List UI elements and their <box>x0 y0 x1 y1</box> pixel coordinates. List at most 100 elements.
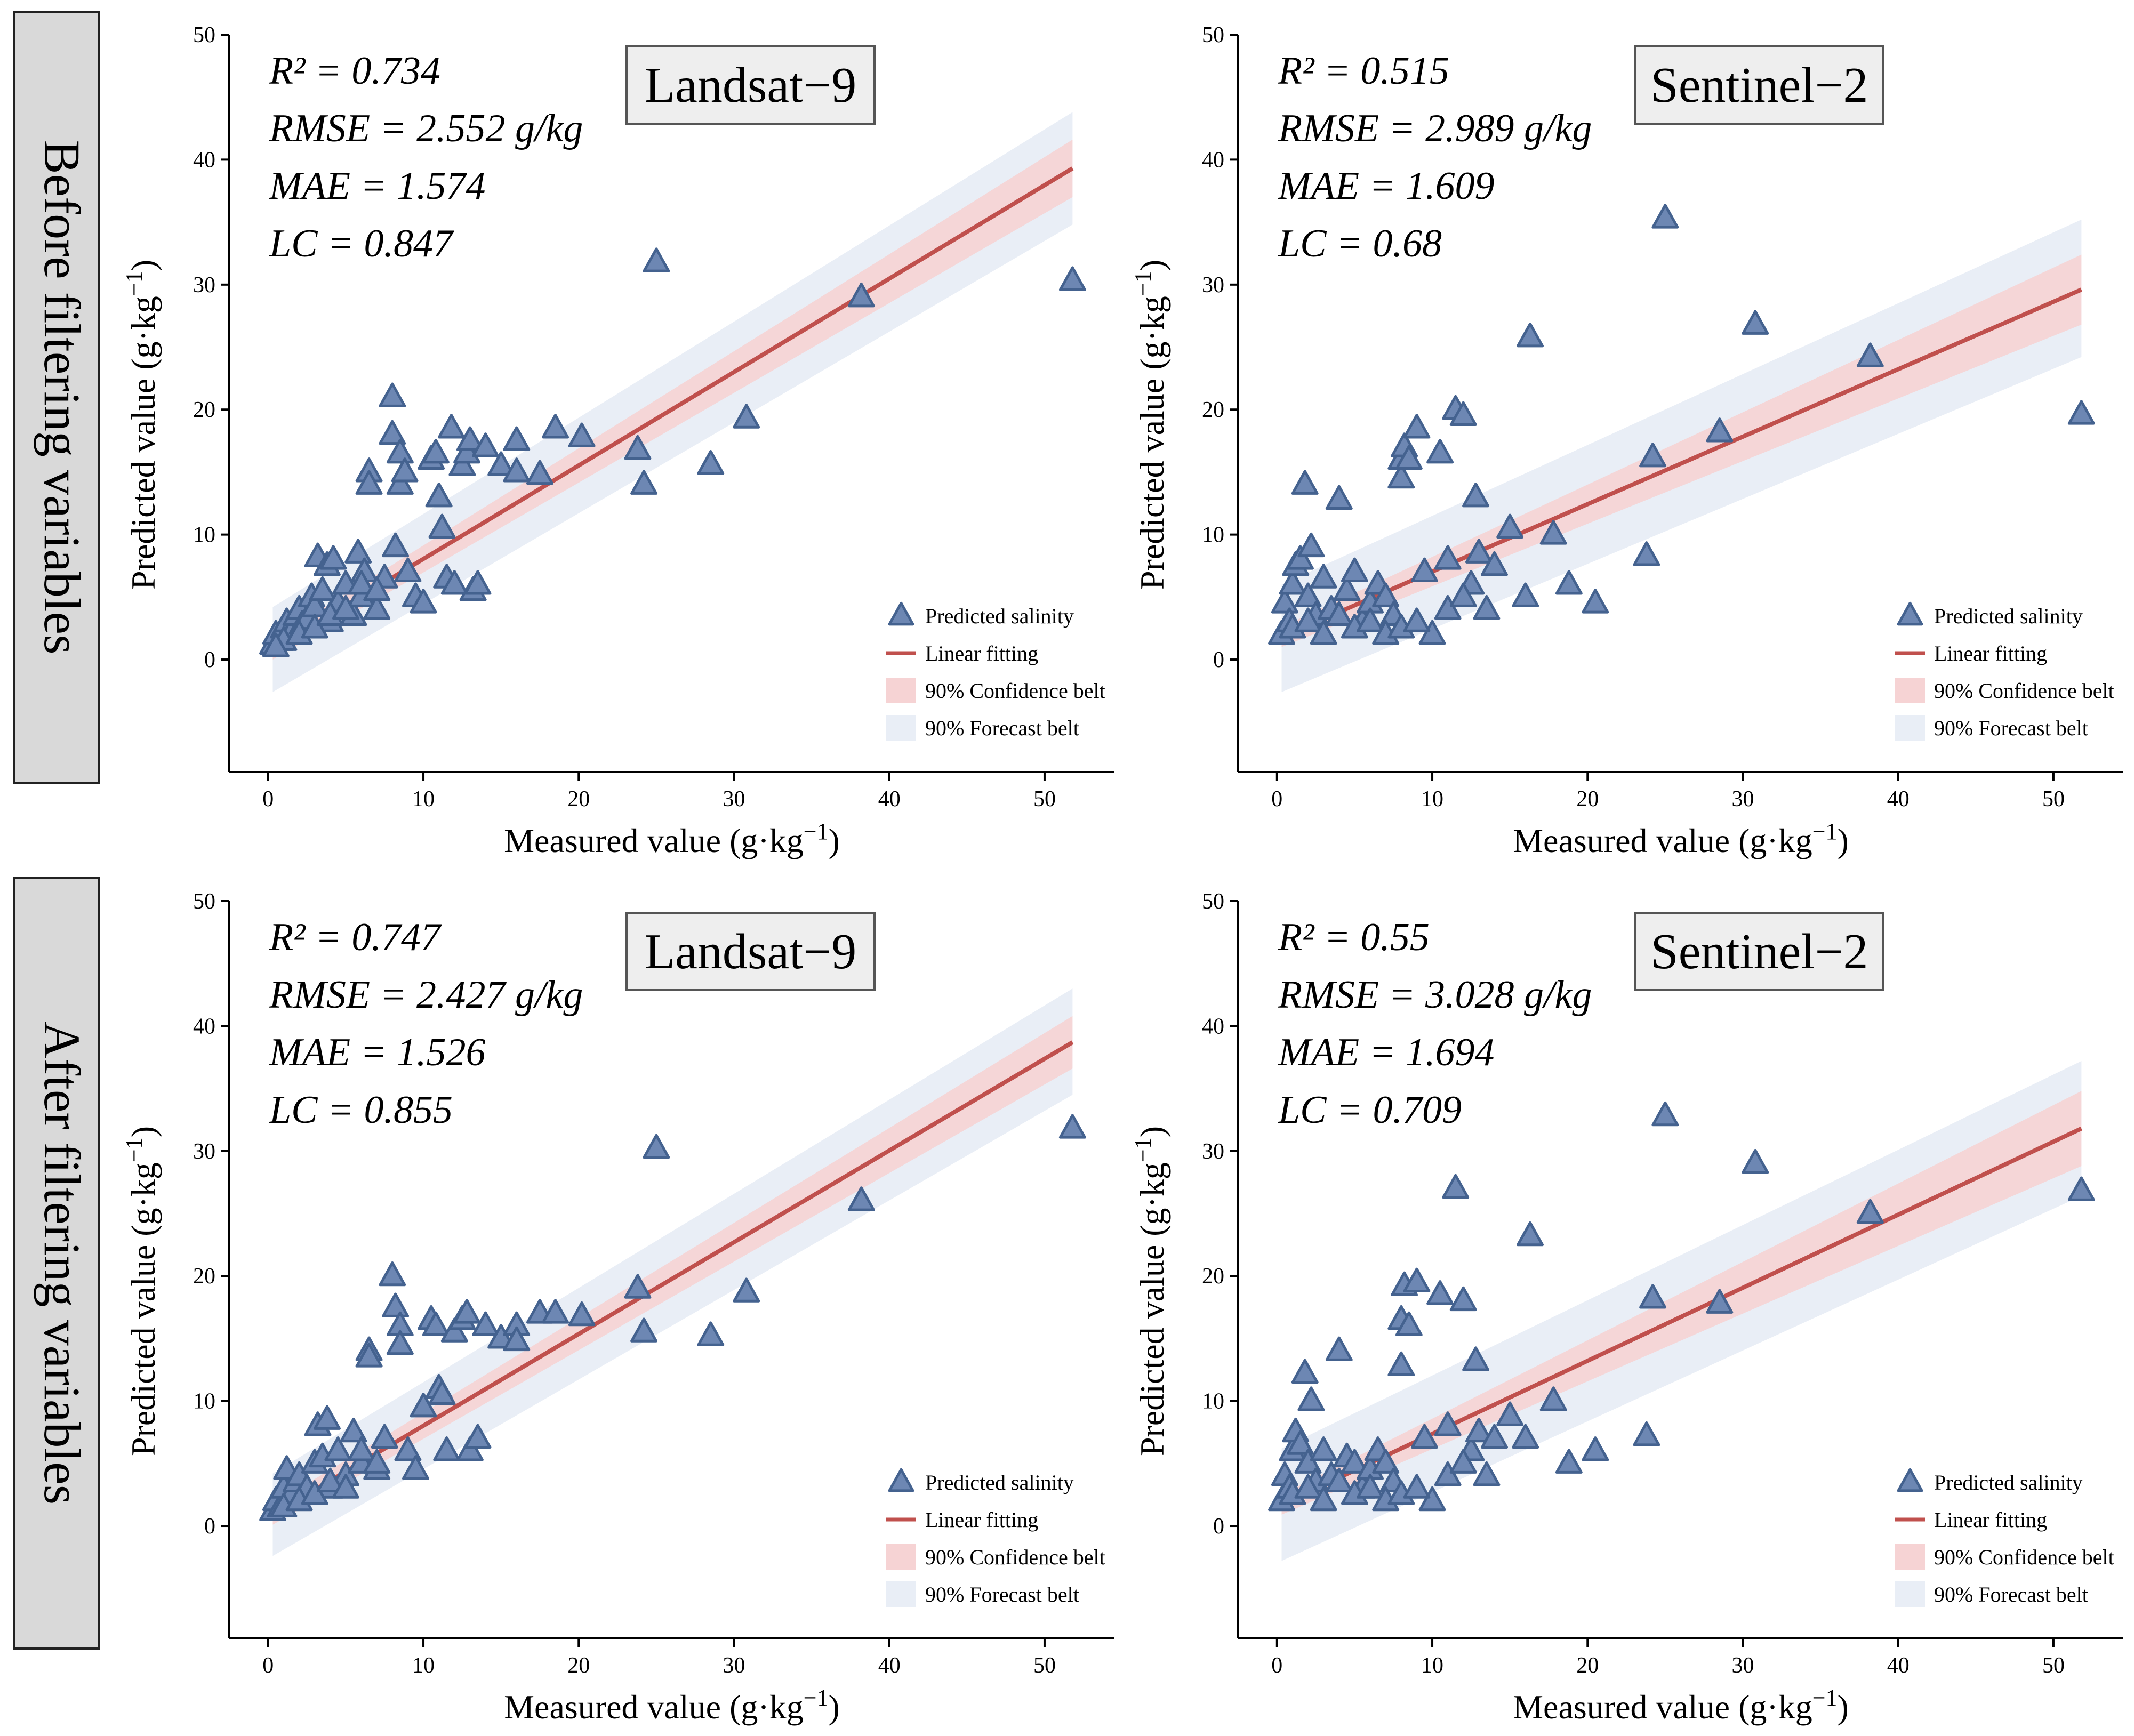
data-point <box>316 1467 344 1493</box>
data-point <box>1555 570 1583 595</box>
x-tick-label: 0 <box>1271 1653 1282 1678</box>
x-tick-label: 20 <box>1576 787 1599 811</box>
data-point <box>1434 1411 1462 1436</box>
y-tick-label: 40 <box>1202 1014 1224 1039</box>
data-point <box>1410 557 1438 583</box>
data-point <box>1372 582 1400 607</box>
data-point <box>643 247 670 272</box>
data-point <box>309 576 336 601</box>
sensor-label: Landsat−9 <box>645 924 857 979</box>
data-point <box>355 1343 383 1368</box>
y-tick-label: 20 <box>1202 1264 1224 1289</box>
legend-swatch-predicted <box>1897 1468 1923 1492</box>
data-point <box>1310 564 1337 589</box>
data-point <box>1582 589 1609 614</box>
data-point <box>1449 1286 1477 1312</box>
data-point <box>542 1299 569 1324</box>
data-point <box>1341 1449 1368 1474</box>
data-point <box>344 539 372 564</box>
legend-swatch-confidence <box>1895 678 1925 703</box>
data-point <box>1633 541 1660 566</box>
data-point <box>1449 401 1477 427</box>
y-tick-label: 30 <box>193 1139 215 1164</box>
data-point <box>1291 1359 1319 1384</box>
x-tick-label: 30 <box>723 1653 745 1678</box>
x-axis-title: Measured value (g·kg−1) <box>504 1685 840 1726</box>
x-axis-title: Measured value (g·kg−1) <box>1513 1685 1849 1726</box>
data-point <box>386 438 414 464</box>
data-point <box>363 1449 391 1474</box>
stat-line: LC = 0.709 <box>1278 1088 1462 1132</box>
data-point <box>371 1424 398 1449</box>
y-tick-label: 10 <box>1202 1389 1224 1414</box>
data-point <box>1357 1474 1384 1499</box>
legend-label-confidence: 90% Confidence belt <box>1934 679 2114 703</box>
y-tick-label: 10 <box>1202 523 1224 548</box>
data-point <box>1286 1430 1314 1455</box>
data-point <box>437 414 465 439</box>
data-point <box>433 1436 461 1461</box>
row-label-after-box <box>13 877 100 1650</box>
panel-before-sentinel: 0 10 20 30 40 50 0 10 20 30 40 50 Measured value (g·… <box>1130 23 2123 859</box>
data-point <box>1325 1336 1353 1361</box>
data-point <box>1639 1284 1667 1309</box>
data-point <box>1294 582 1322 607</box>
y-tick-label: 10 <box>193 523 215 548</box>
data-point <box>1633 1421 1660 1446</box>
stat-line: RMSE = 2.552 g/kg <box>269 107 583 150</box>
data-point <box>422 438 450 464</box>
stat-line: MAE = 1.574 <box>269 164 485 208</box>
x-tick-label: 50 <box>1033 1653 1056 1678</box>
stat-line: R² = 0.515 <box>1278 49 1449 93</box>
data-point <box>453 1299 481 1324</box>
data-point <box>1403 607 1431 632</box>
stat-line: RMSE = 2.989 g/kg <box>1278 107 1592 150</box>
data-point <box>1465 539 1493 564</box>
data-point <box>1271 589 1298 614</box>
stat-line: R² = 0.55 <box>1278 915 1430 959</box>
legend-label-confidence: 90% Confidence belt <box>1934 1545 2114 1569</box>
data-point <box>1434 1461 1462 1486</box>
y-tick-label: 0 <box>1213 1514 1224 1539</box>
data-point <box>1403 414 1431 439</box>
y-tick-label: 50 <box>193 889 215 914</box>
data-point <box>348 1436 375 1461</box>
legend-swatch-forecast <box>886 715 916 741</box>
data-point <box>410 1393 437 1418</box>
panel-after-sentinel: 0 10 20 30 40 50 0 10 20 30 40 50 Measured value (g·… <box>1130 889 2123 1726</box>
sensor-label-box <box>1634 45 1884 125</box>
data-point <box>1325 601 1353 626</box>
y-tick-label: 40 <box>193 1014 215 1039</box>
data-point <box>313 1405 341 1430</box>
data-point <box>487 451 515 476</box>
x-tick-label: 20 <box>567 1653 590 1678</box>
data-point <box>1297 532 1325 558</box>
data-point <box>1372 1449 1400 1474</box>
data-point <box>1539 1386 1567 1411</box>
x-tick-label: 0 <box>262 787 274 811</box>
sensor-label: Sentinel−2 <box>1650 58 1868 113</box>
stat-line: R² = 0.734 <box>269 49 440 93</box>
stat-line: MAE = 1.609 <box>1278 164 1494 208</box>
sensor-label-box <box>625 45 876 125</box>
data-point <box>1449 1449 1477 1474</box>
data-point <box>568 422 596 447</box>
row-label-before-box <box>13 11 100 784</box>
data-point <box>542 414 569 439</box>
x-tick-label: 20 <box>1576 1653 1599 1678</box>
data-point <box>1582 1436 1609 1461</box>
data-point <box>1426 438 1454 464</box>
x-tick-label: 20 <box>567 787 590 811</box>
data-point <box>733 404 760 429</box>
data-point <box>1517 322 1544 348</box>
legend-label-predicted: Predicted salinity <box>1934 604 2083 628</box>
data-point <box>464 570 492 595</box>
stat-line: R² = 0.747 <box>269 915 442 959</box>
legend-label-confidence: 90% Confidence belt <box>925 1545 1105 1569</box>
data-point <box>1473 594 1501 620</box>
data-point <box>422 1311 450 1337</box>
data-point <box>464 1424 492 1449</box>
sensor-label: Landsat−9 <box>645 58 857 113</box>
data-point <box>1325 485 1353 510</box>
x-tick-label: 10 <box>1421 1653 1443 1678</box>
